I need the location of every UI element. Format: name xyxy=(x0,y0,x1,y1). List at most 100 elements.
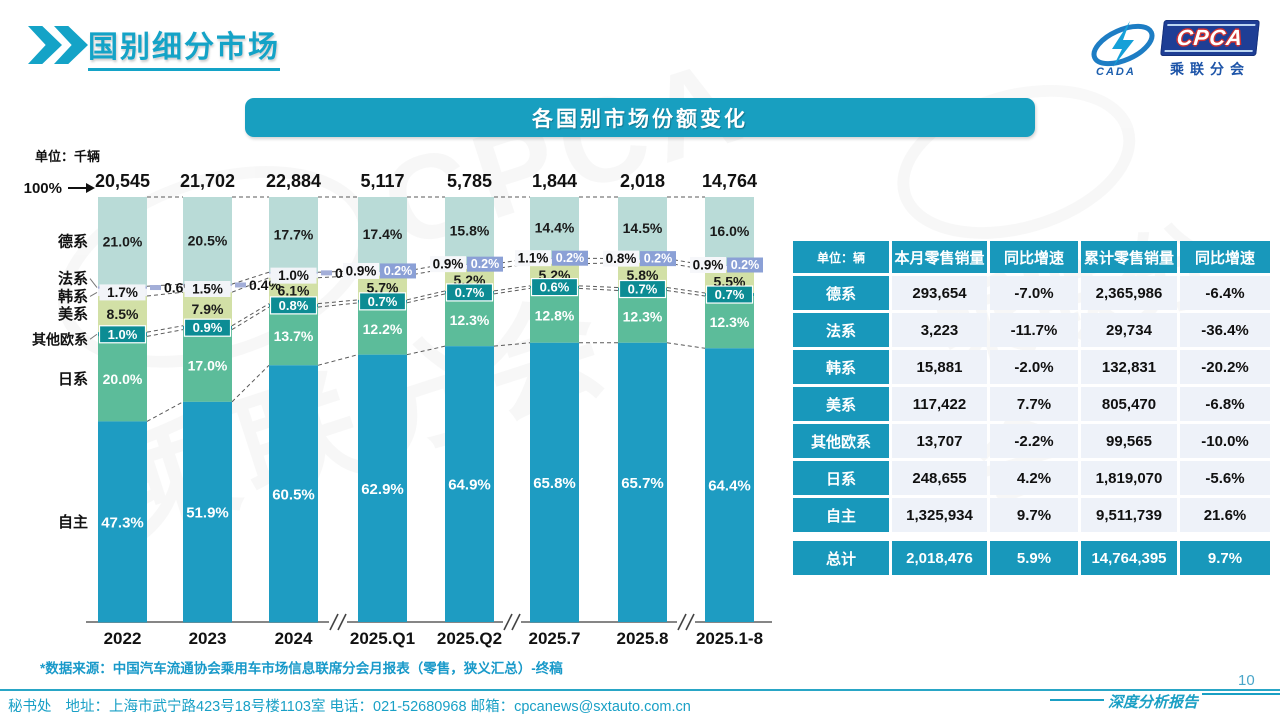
connector-dashed-line xyxy=(317,302,359,308)
label-日系: 17.0% xyxy=(188,358,228,374)
footer-divider xyxy=(0,689,1280,691)
bar-segment-日系 xyxy=(705,296,754,349)
x-tick-label: 2025.8 xyxy=(617,629,669,648)
connector-dashed-line xyxy=(406,345,446,356)
footer-secretariat: 秘书处 xyxy=(8,699,52,715)
row-value: -6.8% xyxy=(1180,387,1270,421)
label-德系: 17.7% xyxy=(274,227,314,243)
label-自主: 47.3% xyxy=(101,514,144,531)
series-label-其他欧系: 其他欧系 xyxy=(32,331,88,347)
bar-total-label: 5,117 xyxy=(360,171,404,191)
cpca-box: CPCA xyxy=(1160,20,1260,56)
section-banner-title: 各国别市场份额变化 xyxy=(532,107,748,131)
row-value: 14,764,395 xyxy=(1081,541,1177,575)
connector-dashed-line xyxy=(493,285,531,292)
tick-法系 xyxy=(321,270,332,276)
bar-total-label: 14,764 xyxy=(702,171,757,191)
label-法系: 0.2% xyxy=(644,252,673,266)
label-美系: 5.7% xyxy=(367,280,399,296)
table-column-header: 同比增速 xyxy=(990,241,1078,273)
chip-韩系 xyxy=(184,281,231,298)
row-value: 805,470 xyxy=(1081,387,1177,421)
report-label-line xyxy=(1202,693,1280,695)
bar-segment-自主 xyxy=(269,365,318,623)
chip-韩系 xyxy=(690,257,726,273)
row-value: 9.7% xyxy=(990,498,1078,532)
series-label-自主: 自主 xyxy=(58,513,88,531)
label-其他欧系: 0.7% xyxy=(368,294,398,309)
table-spacer-row xyxy=(793,535,1270,538)
table-column-header: 同比增速 xyxy=(1180,241,1270,273)
label-自主: 51.9% xyxy=(186,505,229,522)
label-日系: 12.3% xyxy=(710,314,750,330)
table-row: 总计 2,018,476 5.9% 14,764,395 9.7% xyxy=(793,541,1270,575)
bar-segment-自主 xyxy=(705,348,754,622)
axis-break-mark xyxy=(685,613,695,631)
row-name: 德系 xyxy=(793,276,889,310)
bar-segment-德系 xyxy=(618,197,667,259)
tick-法系 xyxy=(235,282,246,288)
bar-segment-德系 xyxy=(358,197,407,271)
bar-segment-自主 xyxy=(183,401,232,623)
row-value: 3,223 xyxy=(892,313,987,347)
row-value: 15,881 xyxy=(892,350,987,384)
label-自主: 62.9% xyxy=(361,481,404,498)
row-value: 9.7% xyxy=(1180,541,1270,575)
x-tick-label: 2025.7 xyxy=(529,629,581,648)
chip-韩系 xyxy=(99,284,146,301)
market-share-stacked-chart: 20,545 2022 21,702 2023 22,884 2024 5,117 2025.… xyxy=(0,140,800,670)
label-德系: 14.4% xyxy=(535,220,575,236)
bar-segment-日系 xyxy=(269,307,318,366)
label-自主: 64.9% xyxy=(448,477,491,494)
bar-total-label: 21,702 xyxy=(180,171,235,191)
axis-break-mask xyxy=(329,612,347,632)
label-日系: 13.7% xyxy=(274,328,314,344)
x-tick-label: 2025.Q1 xyxy=(350,629,415,648)
label-自主: 64.4% xyxy=(708,478,751,495)
table-row: 美系 117,422 7.7% 805,470 -6.8% xyxy=(793,387,1270,421)
connector-dashed-line xyxy=(493,287,531,295)
box-法系 xyxy=(467,256,503,272)
chip-韩系 xyxy=(270,267,317,284)
report-label: 深度分析报告 xyxy=(1108,693,1199,711)
bar-total-label: 5,785 xyxy=(447,171,492,191)
axis-break-mark xyxy=(503,613,513,631)
table-row: 法系 3,223 -11.7% 29,734 -36.4% xyxy=(793,313,1270,347)
row-value: -6.4% xyxy=(1180,276,1270,310)
row-value: 29,734 xyxy=(1081,313,1177,347)
bar-segment-德系 xyxy=(705,197,754,265)
connector-dashed-line xyxy=(406,293,446,304)
chip-其他欧系 xyxy=(530,278,579,297)
series-label-韩系: 韩系 xyxy=(58,287,88,305)
box-法系 xyxy=(640,251,676,267)
row-value: 248,655 xyxy=(892,461,987,495)
row-value: -36.4% xyxy=(1180,313,1270,347)
label-美系: 7.9% xyxy=(192,301,224,317)
x-tick-label: 2022 xyxy=(104,629,142,648)
label-日系: 20.0% xyxy=(103,371,143,387)
leader-line xyxy=(89,291,98,297)
bar-segment-德系 xyxy=(530,197,579,259)
label-德系: 20.5% xyxy=(188,233,228,249)
top-axis-label: 100% xyxy=(24,180,62,197)
bar-segment-日系 xyxy=(183,329,232,402)
chip-其他欧系 xyxy=(183,318,232,337)
label-其他欧系: 1.0% xyxy=(108,327,138,342)
bar-segment-自主 xyxy=(98,421,147,623)
row-value: 7.7% xyxy=(990,387,1078,421)
spacer-cell xyxy=(793,535,1270,538)
connector-dashed-line xyxy=(146,329,184,337)
series-label-法系: 法系 xyxy=(58,270,88,288)
chip-韩系 xyxy=(515,250,551,267)
bar-segment-日系 xyxy=(530,288,579,343)
label-日系: 12.3% xyxy=(623,309,663,325)
box-法系 xyxy=(380,263,416,279)
row-value: 5.9% xyxy=(990,541,1078,575)
x-tick-label: 2025.Q2 xyxy=(437,629,502,648)
bar-total-label: 1,844 xyxy=(532,171,577,191)
label-美系: 5.5% xyxy=(714,273,746,289)
label-德系: 15.8% xyxy=(450,223,490,239)
label-韩系: 0.9% xyxy=(346,263,377,278)
table-row: 日系 248,655 4.2% 1,819,070 -5.6% xyxy=(793,461,1270,495)
row-value: 4.2% xyxy=(990,461,1078,495)
